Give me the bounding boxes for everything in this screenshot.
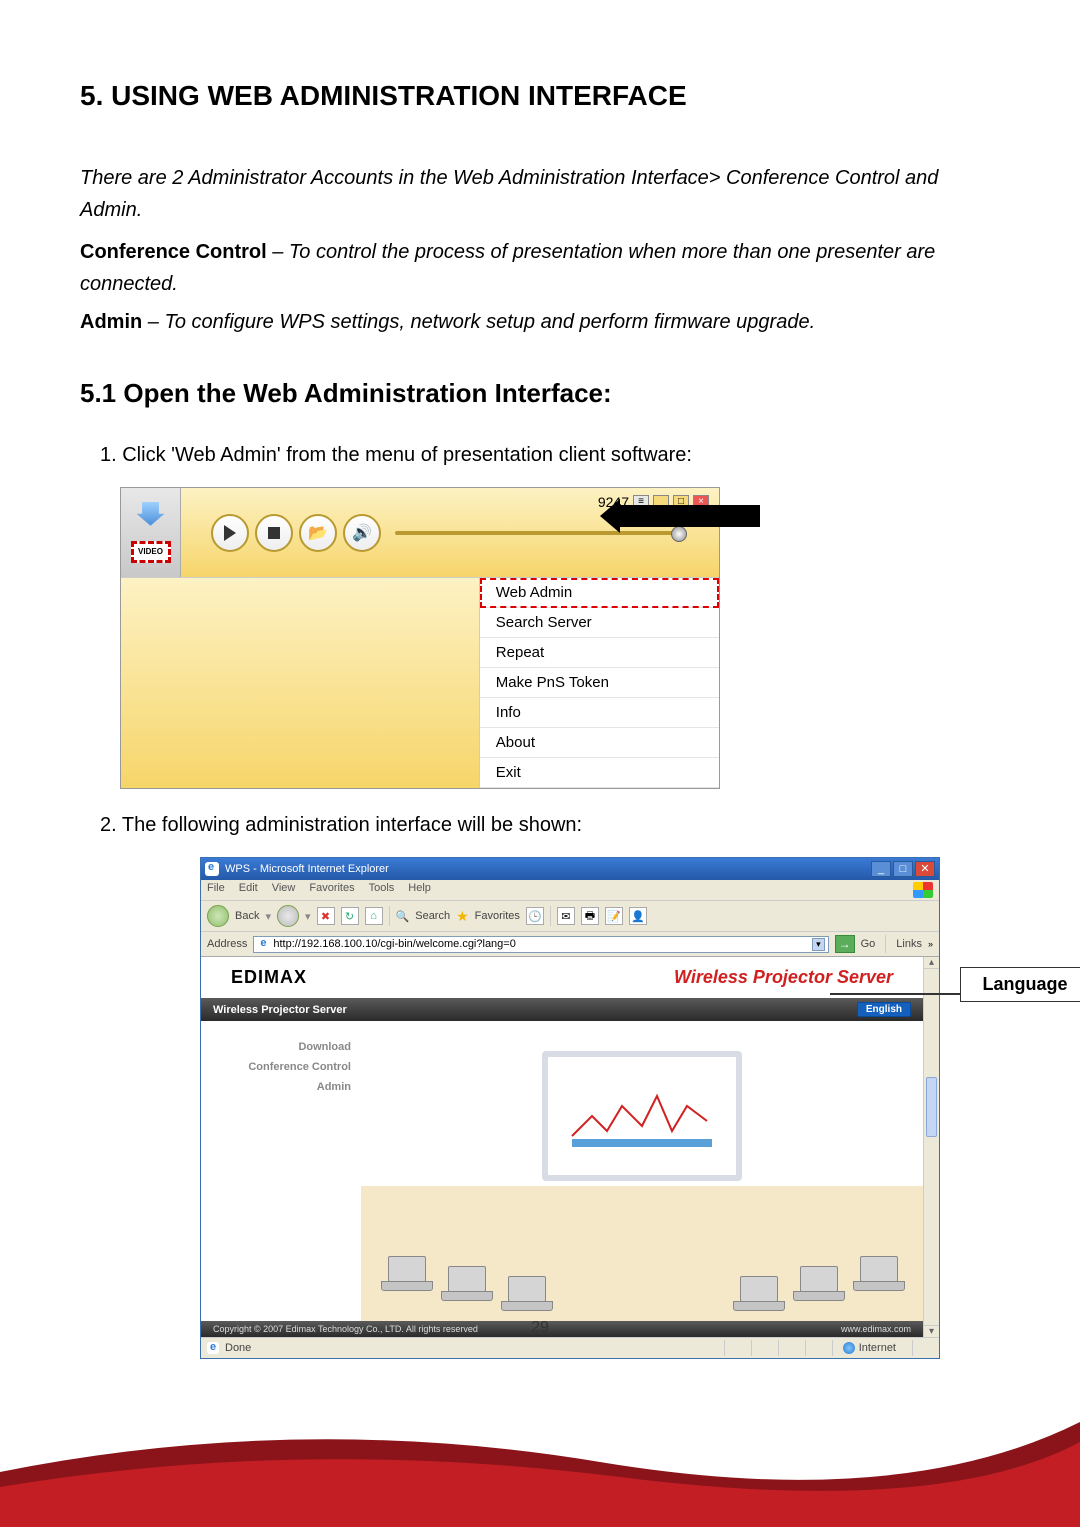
- window-maximize-button[interactable]: □: [893, 861, 913, 877]
- stop-icon[interactable]: ✖: [317, 907, 335, 925]
- status-done: Done: [225, 1342, 251, 1354]
- menu-favorites[interactable]: Favorites: [309, 882, 354, 898]
- sidenav-download[interactable]: Download: [211, 1041, 351, 1053]
- window-close-button[interactable]: ✕: [915, 861, 935, 877]
- section-heading: 5. USING WEB ADMINISTRATION INTERFACE: [80, 80, 1000, 112]
- admin-label: Admin: [80, 311, 142, 333]
- menu-search-server[interactable]: Search Server: [480, 608, 719, 638]
- globe-icon: [843, 1342, 855, 1354]
- go-button[interactable]: →: [835, 935, 855, 953]
- ie-titlebar: WPS - Microsoft Internet Explorer _ □ ✕: [201, 858, 939, 880]
- subsection-heading: 5.1 Open the Web Administration Interfac…: [80, 378, 1000, 409]
- page-number: 29: [531, 1319, 549, 1337]
- links-label[interactable]: Links: [896, 938, 922, 950]
- download-icon: [137, 502, 165, 526]
- address-label: Address: [207, 938, 247, 950]
- open-button[interactable]: 📂: [299, 514, 337, 552]
- ie-menubar: File Edit View Favorites Tools Help: [201, 880, 939, 901]
- nav-title: Wireless Projector Server: [213, 1004, 347, 1016]
- edit-icon[interactable]: 📝: [605, 907, 623, 925]
- menu-edit[interactable]: Edit: [239, 882, 258, 898]
- home-icon[interactable]: ⌂: [365, 907, 383, 925]
- menu-web-admin[interactable]: Web Admin: [480, 578, 719, 608]
- intro-text: There are 2 Administrator Accounts in th…: [80, 162, 1000, 226]
- step-1-text: 1. Click 'Web Admin' from the menu of pr…: [100, 444, 1000, 467]
- callout-arrow: [620, 505, 760, 527]
- menu-about[interactable]: About: [480, 728, 719, 758]
- refresh-icon[interactable]: ↻: [341, 907, 359, 925]
- search-label: Search: [415, 910, 450, 922]
- menu-tools[interactable]: Tools: [369, 882, 395, 898]
- back-label: Back: [235, 910, 259, 922]
- ie-window-screenshot: WPS - Microsoft Internet Explorer _ □ ✕ …: [200, 857, 940, 1359]
- mail-icon[interactable]: ✉: [557, 907, 575, 925]
- go-label: Go: [861, 938, 876, 950]
- video-badge: VIDEO: [131, 541, 171, 563]
- search-icon[interactable]: 🔍: [396, 910, 410, 923]
- admin-desc: – To configure WPS settings, network set…: [142, 311, 815, 333]
- language-selector[interactable]: English: [857, 1002, 911, 1017]
- conference-label: Conference Control: [80, 241, 267, 263]
- admin-line: Admin – To configure WPS settings, netwo…: [80, 306, 1000, 338]
- history-icon[interactable]: 🕒: [526, 907, 544, 925]
- print-icon[interactable]: 🖶: [581, 907, 599, 925]
- language-callout: Language: [960, 967, 1080, 1002]
- menu-file[interactable]: File: [207, 882, 225, 898]
- step-2-text: 2. The following administration interfac…: [100, 814, 1000, 837]
- window-minimize-button[interactable]: _: [871, 861, 891, 877]
- address-bar: Address http://192.168.100.10/cgi-bin/we…: [201, 932, 939, 957]
- conference-line: Conference Control – To control the proc…: [80, 236, 1000, 300]
- sidenav-conference[interactable]: Conference Control: [211, 1061, 351, 1073]
- vertical-scrollbar[interactable]: [923, 957, 939, 1337]
- forward-button[interactable]: [277, 905, 299, 927]
- product-title: Wireless Projector Server: [674, 967, 893, 988]
- ie-statusbar: Done Internet: [201, 1337, 939, 1358]
- address-input[interactable]: http://192.168.100.10/cgi-bin/welcome.cg…: [253, 936, 828, 953]
- seek-slider[interactable]: [395, 531, 681, 535]
- url-text: http://192.168.100.10/cgi-bin/welcome.cg…: [273, 938, 515, 950]
- ie-toolbar: Back ▾ ▾ ✖ ↻ ⌂ 🔍 Search ★ Favorites 🕒 ✉ …: [201, 901, 939, 932]
- favorites-icon[interactable]: ★: [456, 908, 469, 925]
- volume-button[interactable]: 🔊: [343, 514, 381, 552]
- copyright-text: Copyright © 2007 Edimax Technology Co., …: [213, 1324, 478, 1334]
- ie-icon: [205, 862, 219, 876]
- callout-connector: [830, 993, 960, 995]
- status-zone: Internet: [859, 1342, 896, 1354]
- menu-view[interactable]: View: [272, 882, 296, 898]
- menu-repeat[interactable]: Repeat: [480, 638, 719, 668]
- messenger-icon[interactable]: 👤: [629, 907, 647, 925]
- sidenav-admin[interactable]: Admin: [211, 1081, 351, 1093]
- windows-flag-icon: [913, 882, 933, 898]
- menu-help[interactable]: Help: [408, 882, 431, 898]
- ie-title: WPS - Microsoft Internet Explorer: [225, 863, 389, 875]
- hero-illustration: [361, 1021, 923, 1321]
- favorites-label: Favorites: [475, 910, 520, 922]
- client-software-screenshot: VIDEO 9247 ≡ _ □ × 📂 🔊: [120, 487, 720, 789]
- menu-info[interactable]: Info: [480, 698, 719, 728]
- edimax-logo: EDIMAX: [231, 967, 307, 988]
- play-button[interactable]: [211, 514, 249, 552]
- menu-exit[interactable]: Exit: [480, 758, 719, 788]
- site-link[interactable]: www.edimax.com: [841, 1324, 911, 1334]
- menu-make-pns[interactable]: Make PnS Token: [480, 668, 719, 698]
- stop-button[interactable]: [255, 514, 293, 552]
- back-button[interactable]: [207, 905, 229, 927]
